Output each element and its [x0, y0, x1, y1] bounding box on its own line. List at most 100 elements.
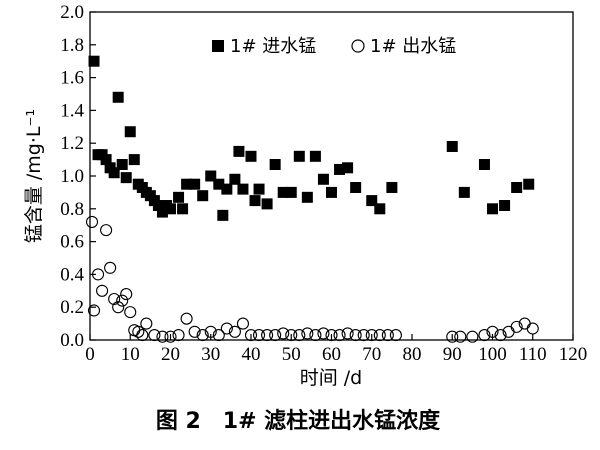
- outflow-data-point: [301, 327, 314, 340]
- outflow-data-point: [494, 329, 507, 342]
- legend-marker-inflow: [212, 40, 224, 52]
- inflow-data-point: [100, 154, 112, 166]
- outflow-data-point: [526, 322, 539, 335]
- inflow-data-point: [217, 209, 229, 221]
- outflow-data-point: [87, 304, 101, 317]
- outflow-data-point: [172, 329, 185, 342]
- inflow-data-point: [499, 200, 511, 212]
- inflow-data-point: [128, 154, 140, 166]
- y-tick-label: 0.2: [60, 297, 84, 318]
- y-axis-title: 锰含量 /mg·L⁻¹: [23, 109, 45, 243]
- outflow-data-point: [212, 329, 225, 342]
- outflow-data-point: [261, 329, 274, 342]
- outflow-data-point: [108, 292, 121, 306]
- legend-label-outflow: 1# 出水锰: [370, 36, 456, 57]
- inflow-data-point: [261, 198, 273, 210]
- inflow-data-point: [269, 159, 281, 171]
- outflow-data-point: [156, 330, 169, 343]
- outflow-data-point: [341, 327, 354, 340]
- outflow-data-point: [454, 330, 467, 343]
- y-tick-label: 0.6: [60, 232, 84, 253]
- outflow-data-point: [466, 330, 479, 343]
- inflow-data-point: [478, 159, 490, 171]
- outflow-data-point: [140, 317, 153, 330]
- inflow-data-point: [487, 203, 498, 215]
- inflow-data-point: [120, 172, 132, 184]
- outflow-data-point: [389, 329, 402, 342]
- x-tick-label: 50: [282, 344, 301, 365]
- outflow-data-point: [85, 215, 99, 228]
- inflow-data-point: [152, 200, 164, 212]
- inflow-data-point: [317, 173, 329, 185]
- outflow-data-point: [148, 329, 161, 342]
- outflow-data-point: [124, 306, 137, 319]
- y-tick-label: 1.2: [60, 133, 84, 154]
- inflow-data-point: [285, 186, 297, 198]
- outflow-data-point: [196, 329, 209, 342]
- inflow-data-point: [197, 190, 209, 202]
- outflow-data-point: [252, 329, 266, 342]
- outflow-data-point: [104, 261, 117, 274]
- outflow-data-point: [365, 329, 378, 342]
- inflow-data-point: [446, 140, 458, 152]
- inflow-data-point: [301, 191, 313, 203]
- inflow-data-point: [112, 91, 124, 103]
- outflow-data-point: [333, 329, 346, 342]
- inflow-data-point: [523, 178, 535, 190]
- y-tick-label: 1.0: [60, 166, 84, 187]
- inflow-data-point: [309, 150, 321, 162]
- inflow-data-point: [213, 178, 225, 190]
- outflow-data-point: [373, 329, 386, 342]
- outflow-data-point: [244, 329, 258, 342]
- y-tick-label: 0.0: [60, 330, 84, 351]
- outflow-data-point: [325, 329, 338, 342]
- plot-frame: [89, 11, 574, 341]
- outflow-data-point: [96, 284, 109, 297]
- x-tick-label: 110: [519, 344, 547, 365]
- inflow-data-point: [108, 167, 120, 179]
- inflow-data-point: [350, 181, 362, 193]
- inflow-data-point: [237, 183, 249, 195]
- outflow-data-point: [92, 268, 105, 281]
- legend: 1# 进水锰 1# 出水锰: [212, 36, 456, 57]
- outflow-data-point: [510, 320, 523, 333]
- outflow-data-point: [293, 329, 306, 342]
- outflow-data-point: [220, 322, 233, 335]
- inflow-data-point: [165, 203, 176, 215]
- x-tick-label: 30: [201, 344, 220, 365]
- outflow-data-point: [269, 329, 282, 342]
- outflow-data-point: [120, 288, 133, 301]
- inflow-data-point: [249, 195, 261, 207]
- outflow-data-point: [478, 329, 491, 342]
- outflow-data-point: [116, 294, 129, 307]
- x-tick-label: 0: [85, 344, 95, 365]
- x-tick-label: 120: [559, 344, 588, 365]
- inflow-data-point: [511, 181, 523, 193]
- x-tick-label: 70: [362, 344, 381, 365]
- y-tick-label: 1.8: [60, 35, 84, 56]
- y-tick-label: 1.6: [60, 68, 84, 89]
- inflow-data-point: [326, 186, 337, 198]
- plot-area: [89, 11, 574, 341]
- outflow-data-point: [309, 329, 322, 342]
- inflow-data-point: [245, 150, 257, 162]
- x-tick-label: 20: [161, 344, 180, 365]
- outflow-data-point: [357, 329, 370, 342]
- outflow-data-point: [236, 317, 249, 330]
- x-tick-label: 40: [242, 344, 261, 365]
- inflow-data-point: [253, 183, 265, 195]
- outflow-data-point: [486, 325, 499, 338]
- outflow-data-point: [277, 327, 290, 340]
- y-tick-label: 0.4: [60, 264, 84, 285]
- outflow-data-point: [132, 325, 145, 338]
- x-tick-label: 80: [403, 344, 422, 365]
- outflow-data-point: [100, 224, 113, 237]
- inflow-data-point: [233, 145, 245, 157]
- y-tick-label: 0.8: [60, 199, 84, 220]
- outflow-data-point: [446, 330, 459, 343]
- x-tick-label: 90: [443, 344, 462, 365]
- inflow-data-point: [177, 203, 189, 215]
- outflow-data-point: [381, 329, 394, 342]
- y-axis: 0.0 0.2 0.4 0.6 0.8 1.0 1.2 1.4 1.6 1.8 2.0: [60, 2, 96, 351]
